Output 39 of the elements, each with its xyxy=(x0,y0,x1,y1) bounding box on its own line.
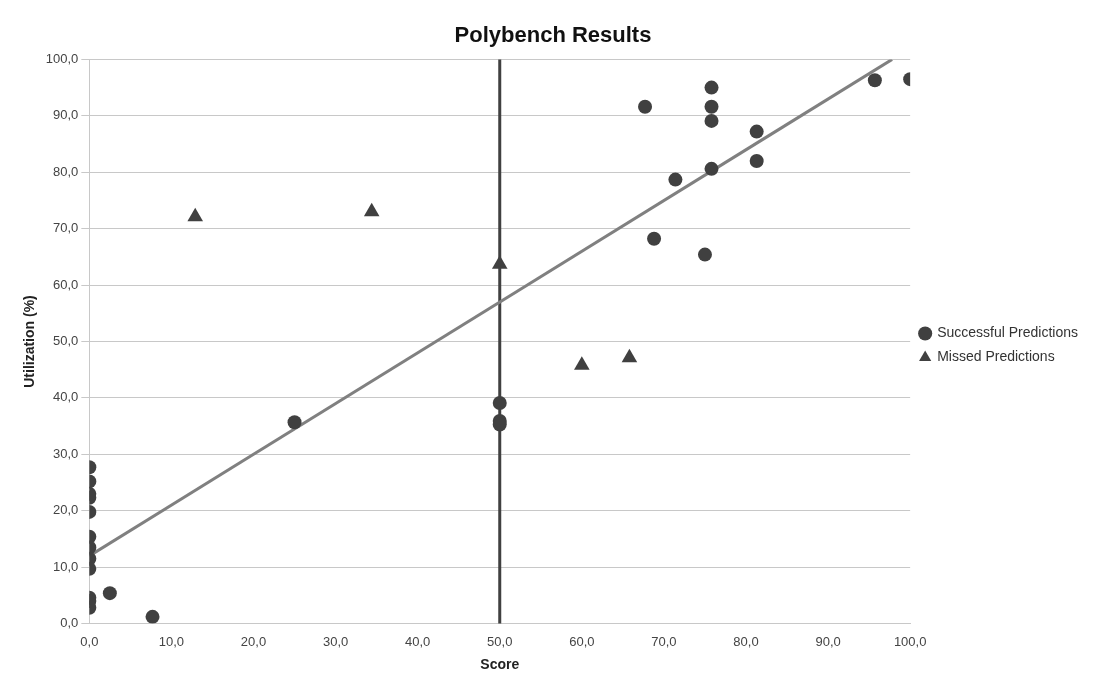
x-tick-label: 10,0 xyxy=(158,633,185,649)
x-tick-label: 100,0 xyxy=(893,633,927,649)
y-axis-title: Utilization (%) xyxy=(21,295,38,388)
y-tick-label: 30,0 xyxy=(53,445,79,461)
point xyxy=(704,80,719,95)
y-tick-label: 50,0 xyxy=(53,333,79,349)
legend-label: Successful Predictions xyxy=(937,324,1078,341)
y-tick-label: 10,0 xyxy=(53,558,79,574)
point xyxy=(749,153,764,168)
y-tick-label: 40,0 xyxy=(53,389,79,405)
x-tick-label: 70,0 xyxy=(651,633,677,649)
x-tick-label: 60,0 xyxy=(569,633,595,649)
x-tick-label: 30,0 xyxy=(322,633,349,649)
point xyxy=(668,172,683,187)
point xyxy=(697,247,712,262)
x-tick-label: 90,0 xyxy=(815,633,841,649)
x-axis-title: Score xyxy=(480,656,520,673)
y-tick-label: 0,0 xyxy=(60,615,79,631)
y-tick-label: 20,0 xyxy=(53,502,79,518)
x-tick-label: 40,0 xyxy=(405,633,431,649)
point xyxy=(867,73,882,88)
point xyxy=(704,161,719,176)
x-tick-label: 80,0 xyxy=(733,633,759,649)
point xyxy=(647,231,662,246)
point xyxy=(492,396,507,410)
y-tick-label: 80,0 xyxy=(53,163,79,179)
point xyxy=(638,99,653,114)
y-tick-label: 90,0 xyxy=(53,107,79,123)
y-tick-label: 70,0 xyxy=(53,220,79,236)
legend-label: Missed Predictions xyxy=(937,348,1055,365)
x-tick-label: 50,0 xyxy=(487,633,513,649)
point xyxy=(704,113,719,128)
point xyxy=(749,124,764,139)
y-tick-label: 60,0 xyxy=(53,276,79,292)
chart-title: Polybench Results xyxy=(454,22,652,48)
x-tick-label: 20,0 xyxy=(240,633,267,649)
x-tick-label: 0,0 xyxy=(80,633,99,649)
y-tick-label: 100,0 xyxy=(45,50,79,66)
point xyxy=(704,99,719,114)
